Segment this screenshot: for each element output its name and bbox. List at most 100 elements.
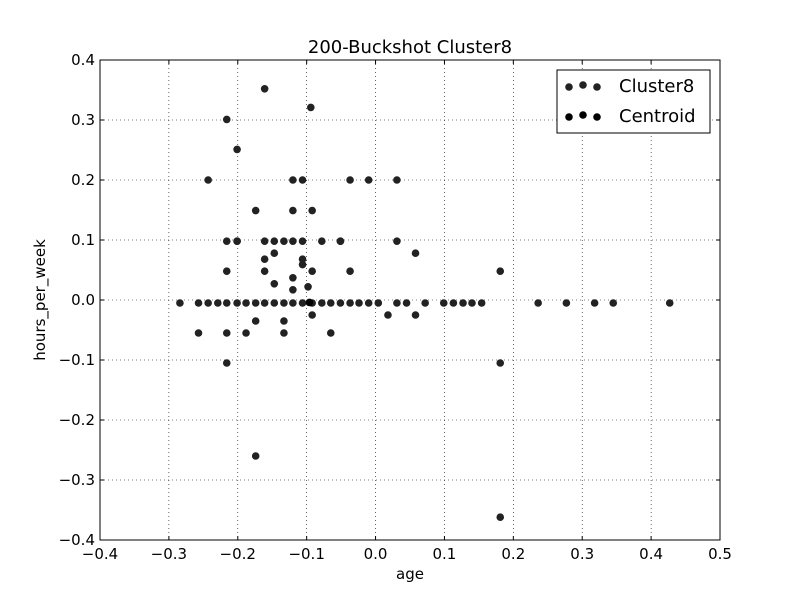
cluster8-point	[280, 329, 288, 337]
legend-marker-cluster8	[593, 83, 601, 91]
legend-marker-centroid	[579, 111, 587, 119]
y-axis-label: hours_per_week	[31, 239, 50, 361]
cluster8-point	[222, 237, 231, 245]
cluster8-point	[260, 85, 269, 93]
y-tick-label: 0.4	[71, 51, 95, 69]
cluster8-point	[251, 206, 260, 215]
cluster8-point	[355, 299, 363, 307]
x-tick-label: 0.3	[570, 545, 594, 563]
cluster8-point	[421, 299, 429, 307]
cluster8-point	[374, 299, 383, 307]
cluster8-point	[222, 267, 231, 276]
y-tick-label: −0.3	[59, 471, 95, 489]
legend-entry-cluster8: Cluster8	[619, 76, 694, 97]
y-tick-label: −0.4	[59, 531, 95, 549]
cluster8-point	[346, 299, 354, 307]
cluster8-point	[402, 299, 411, 307]
x-axis-label: age	[396, 565, 424, 583]
cluster8-point	[289, 206, 297, 215]
legend-marker-centroid	[593, 113, 601, 121]
legend-marker-cluster8	[565, 83, 573, 91]
cluster8-point	[176, 299, 184, 307]
cluster8-point	[609, 299, 618, 307]
x-tick-label: 0.1	[433, 545, 457, 563]
cluster8-point	[233, 145, 241, 154]
cluster8-point	[289, 274, 297, 282]
cluster8-point	[260, 267, 269, 276]
cluster8-point	[384, 311, 392, 319]
x-tick-label: 0.2	[501, 545, 525, 563]
cluster8-point	[233, 237, 241, 245]
cluster8-point	[194, 329, 203, 337]
legend-entry-centroid: Centroid	[619, 106, 696, 127]
cluster8-point	[665, 299, 674, 307]
cluster8-point	[496, 267, 505, 276]
legend-markers	[565, 81, 601, 121]
cluster8-point	[260, 237, 269, 245]
cluster8-point	[393, 176, 401, 184]
x-tick-label: 0.4	[639, 545, 663, 563]
cluster8-point	[298, 260, 307, 269]
y-tick-label: 0.3	[71, 111, 95, 129]
cluster8-point	[260, 255, 269, 263]
cluster8-point	[393, 237, 401, 245]
cluster8-point	[270, 237, 279, 245]
x-tick-label: −0.4	[82, 545, 118, 563]
y-tick-label: −0.1	[59, 351, 95, 369]
y-tick-label: 0.1	[71, 231, 95, 249]
cluster8-point	[280, 299, 288, 307]
cluster8-point	[270, 299, 279, 307]
cluster8-point	[336, 299, 345, 307]
legend-marker-cluster8	[579, 81, 587, 89]
cluster8-point	[318, 237, 326, 245]
cluster8-point	[318, 299, 326, 307]
cluster8-point	[251, 452, 260, 460]
cluster8-point	[214, 299, 222, 307]
cluster8-point	[289, 299, 297, 307]
cluster8-point	[204, 299, 212, 307]
cluster8-point	[326, 299, 335, 307]
cluster8-point	[459, 299, 467, 307]
cluster8-point	[194, 299, 203, 307]
cluster8-point	[251, 299, 260, 307]
cluster8-point	[364, 299, 373, 307]
cluster8-point	[411, 249, 420, 257]
cluster8-point	[242, 329, 250, 337]
cluster8-point	[307, 103, 315, 112]
cluster8-point	[449, 299, 458, 307]
cluster8-point	[270, 249, 279, 257]
cluster8-point	[280, 237, 288, 245]
cluster8-point	[534, 299, 542, 307]
y-tick-label: 0.0	[71, 291, 95, 309]
x-tick-label: 0.5	[708, 545, 732, 563]
cluster8-point	[251, 317, 260, 325]
cluster8-point	[298, 255, 307, 263]
cluster8-point	[222, 329, 231, 337]
cluster8-point	[496, 513, 505, 521]
x-tick-label: −0.2	[220, 545, 256, 563]
cluster8-point	[204, 176, 212, 184]
cluster8-point	[298, 176, 307, 184]
cluster8-point	[439, 299, 448, 307]
cluster8-point	[280, 317, 288, 325]
cluster8-point	[364, 176, 373, 184]
cluster8-point	[289, 286, 297, 294]
cluster8-point	[233, 299, 241, 307]
legend-box	[556, 69, 711, 134]
cluster8-point	[298, 299, 307, 307]
x-tick-label: 0.0	[364, 545, 388, 563]
cluster8-point	[242, 299, 250, 307]
cluster8-point	[308, 311, 316, 319]
cluster8-point	[326, 329, 335, 337]
cluster8-point	[289, 237, 297, 245]
cluster8-point	[222, 299, 231, 307]
cluster8-point	[270, 280, 279, 288]
cluster8-point	[298, 237, 307, 245]
cluster8-point	[289, 176, 297, 184]
cluster8-point	[468, 299, 476, 307]
cluster8-point	[393, 299, 401, 307]
legend-marker-centroid	[565, 113, 573, 121]
cluster8-point	[260, 299, 269, 307]
centroid-point	[305, 298, 314, 307]
cluster8-point	[308, 267, 316, 276]
